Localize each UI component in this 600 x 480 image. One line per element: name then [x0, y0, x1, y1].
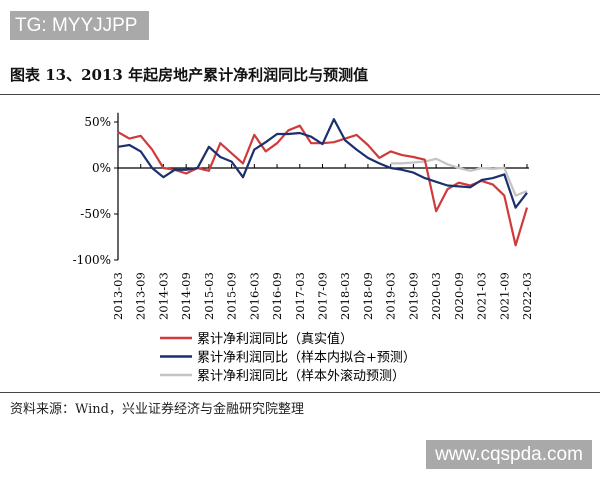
- x-tick-label: 2016-03: [247, 272, 261, 320]
- watermark-bottom: www.cqspda.com: [426, 440, 592, 469]
- source-note: 资料来源：Wind，兴业证券经济与金融研究院整理: [10, 402, 304, 417]
- x-tick-label: 2020-03: [429, 272, 443, 320]
- x-tick-label: 2015-03: [202, 272, 216, 320]
- x-tick-label: 2017-09: [316, 272, 330, 320]
- x-tick-label: 2019-03: [384, 272, 398, 320]
- x-tick-label: 2021-03: [475, 272, 489, 320]
- legend-label-1: 累计净利润同比（样本内拟合+预测）: [197, 350, 416, 366]
- x-tick-label: 2019-09: [406, 272, 420, 320]
- x-tick-label: 2016-09: [270, 272, 284, 320]
- watermark-top: TG: MYYJJPP: [10, 11, 149, 40]
- x-tick-label: 2014-09: [179, 272, 193, 320]
- x-tick-label: 2013-03: [111, 272, 125, 320]
- x-tick-label: 2017-03: [293, 272, 307, 320]
- source-divider: [0, 392, 600, 393]
- x-tick-label: 2022-03: [520, 272, 534, 320]
- y-tick-label: -100%: [73, 253, 111, 267]
- line-chart: 50% 0% -50% -100%2013-03 2013-09 2014-03 2014-…: [73, 112, 534, 384]
- title-divider: [0, 94, 600, 95]
- x-tick-label: 2018-03: [338, 272, 352, 320]
- y-tick-label: 50%: [84, 115, 111, 129]
- x-tick-label: 2014-03: [156, 272, 170, 320]
- series-line-2: [390, 157, 528, 197]
- x-tick-label: 2021-09: [497, 272, 511, 320]
- y-tick-label: -50%: [80, 207, 111, 221]
- x-tick-label: 2018-09: [361, 272, 375, 320]
- legend-label-2: 累计净利润同比（样本外滚动预测）: [197, 368, 405, 384]
- figure-title: 图表 13、2013 年起房地产累计净利润同比与预测值: [10, 66, 369, 84]
- y-tick-label: 0%: [92, 161, 111, 175]
- x-tick-label: 2013-09: [134, 272, 148, 320]
- series-line-1: [117, 118, 528, 209]
- x-tick-label: 2020-09: [452, 272, 466, 320]
- x-tick-label: 2015-09: [225, 272, 239, 320]
- legend-label-0: 累计净利润同比（真实值）: [197, 331, 353, 347]
